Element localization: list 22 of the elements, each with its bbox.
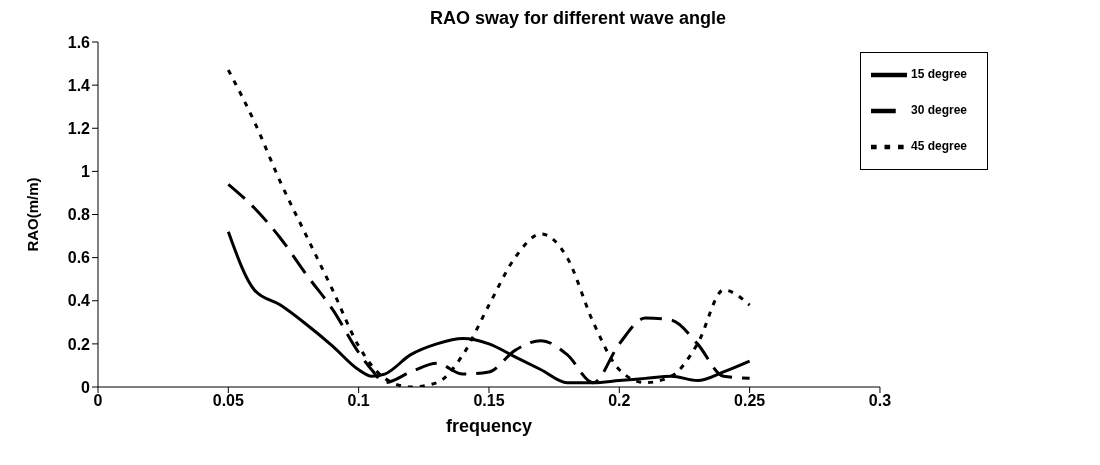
- x-tick-label: 0: [93, 392, 103, 410]
- chart-title: RAO sway for different wave angle: [428, 8, 728, 30]
- y-tick-label: 0: [81, 378, 91, 396]
- x-tick-label: 0.25: [734, 392, 766, 410]
- y-tick-label: 1.6: [67, 33, 91, 51]
- x-tick-label: 0.3: [868, 392, 892, 410]
- legend-label: 30 degree: [910, 103, 967, 118]
- x-tick-label: 0.2: [608, 392, 631, 410]
- x-axis-title: frequency: [445, 416, 532, 436]
- y-tick-label: 1.2: [67, 119, 91, 137]
- y-tick-label: 0.6: [67, 249, 91, 267]
- y-tick-label: 1.4: [67, 76, 91, 94]
- legend-label: 15 degree: [910, 67, 967, 82]
- y-tick-label: 0.8: [67, 206, 91, 224]
- legend-label: 45 degree: [910, 139, 967, 154]
- y-tick-label: 0.2: [67, 335, 91, 353]
- x-tick-label: 0.05: [212, 392, 244, 410]
- y-tick-label: 0.4: [67, 292, 91, 310]
- y-axis-title: RAO(m/m): [24, 177, 42, 252]
- y-tick-label: 1: [81, 163, 91, 181]
- x-tick-label: 0.1: [347, 392, 370, 410]
- x-tick-label: 0.15: [473, 392, 505, 410]
